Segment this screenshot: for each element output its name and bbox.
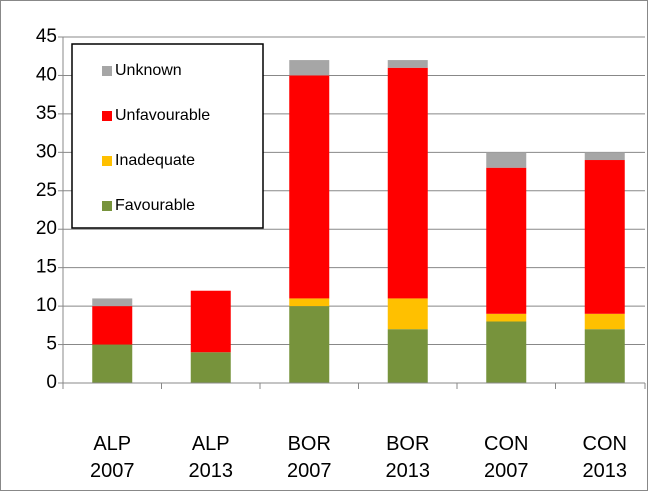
bar-segment (486, 321, 527, 383)
bar-segment (92, 344, 133, 383)
legend-label: Inadequate (115, 152, 195, 169)
bar-segment (486, 152, 527, 168)
bar-segment (92, 306, 133, 345)
y-tick-label: 15 (36, 257, 57, 278)
y-tick-label: 10 (36, 295, 57, 316)
bar-segment (387, 298, 428, 330)
bar-segment (289, 306, 330, 383)
y-tick-label: 25 (36, 180, 57, 201)
bar-segment (387, 60, 428, 68)
bar-segment (289, 75, 330, 299)
y-tick-label: 5 (46, 334, 57, 355)
bar-segment (486, 313, 527, 322)
bar-segment (190, 290, 231, 353)
bar-segment (289, 60, 330, 76)
x-tick-label: ALP 2007 (90, 433, 135, 482)
x-tick-label: ALP 2013 (188, 433, 234, 482)
bar-segment (92, 298, 133, 307)
y-tick-label: 20 (36, 218, 57, 239)
bar-segment (190, 352, 231, 383)
legend-swatch (102, 201, 112, 211)
bar-segment (584, 313, 625, 330)
y-tick-label: 45 (36, 26, 57, 47)
x-tick-label: CON 2013 (582, 433, 628, 482)
bar-segment (387, 67, 428, 299)
y-tick-label: 30 (36, 141, 57, 162)
y-tick-label: 0 (46, 372, 57, 393)
bar-segment (387, 329, 428, 383)
x-tick-label: BOR 2007 (287, 433, 332, 482)
x-tick-label: BOR 2013 (385, 433, 431, 482)
bar-segment (584, 152, 625, 161)
bar-segment (584, 160, 625, 314)
legend-swatch (102, 111, 112, 121)
bar-segment (486, 167, 527, 314)
y-tick-label: 40 (36, 64, 57, 85)
bar-segment (289, 298, 330, 307)
bar-segment (584, 329, 625, 383)
legend-swatch (102, 156, 112, 166)
legend-label: Unfavourable (115, 107, 210, 124)
legend-label: Unknown (115, 62, 182, 79)
legend-swatch (102, 66, 112, 76)
x-tick-label: CON 2007 (484, 433, 529, 482)
y-tick-label: 35 (36, 103, 57, 124)
legend-label: Favourable (115, 197, 195, 214)
